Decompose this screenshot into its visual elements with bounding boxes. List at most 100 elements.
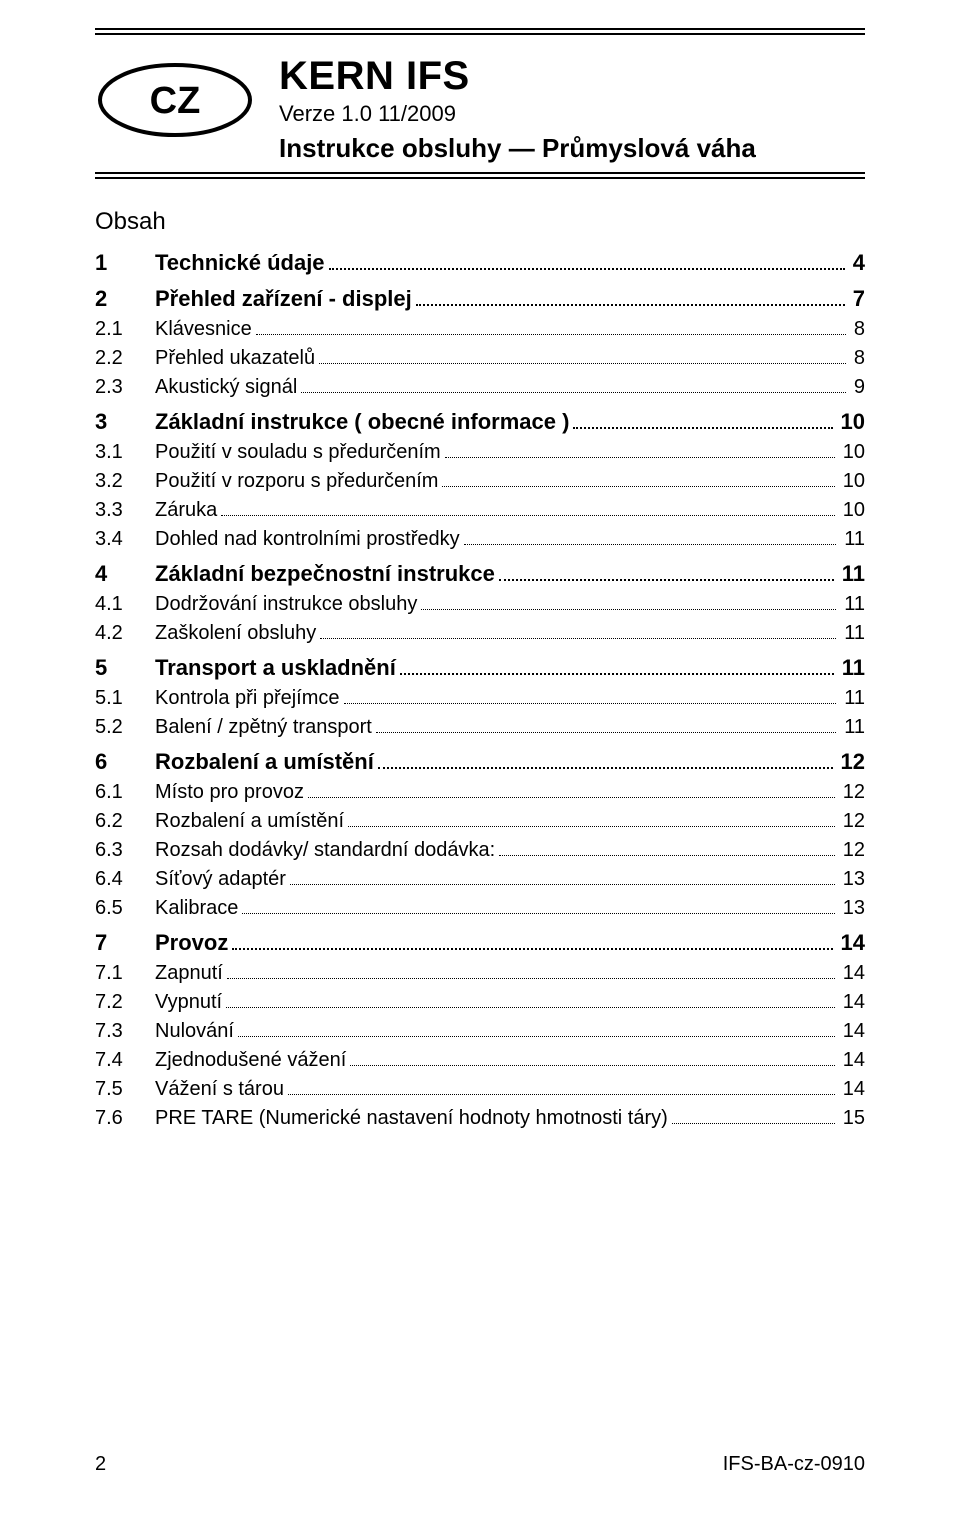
toc-number: 6.5: [95, 897, 155, 920]
toc-row: 3.3Záruka10: [95, 499, 865, 522]
toc-label: Dohled nad kontrolními prostředky: [155, 528, 460, 551]
toc-label: Rozbalení a umístění: [155, 810, 344, 833]
toc-label: Nulování: [155, 1020, 234, 1043]
toc-row: 7.1Zapnutí14: [95, 962, 865, 985]
toc-row: 6.5Kalibrace 13: [95, 897, 865, 920]
toc-row: 5.1Kontrola při přejímce11: [95, 687, 865, 710]
title-block: KERN IFS Verze 1.0 11/2009 Instrukce obs…: [279, 54, 865, 164]
toc-number: 6: [95, 749, 155, 775]
document-version: Verze 1.0 11/2009: [279, 101, 865, 127]
toc-row: 7.3Nulování14: [95, 1020, 865, 1043]
toc-number: 6.4: [95, 868, 155, 891]
page: CZ KERN IFS Verze 1.0 11/2009 Instrukce …: [0, 0, 960, 1516]
toc-leader-dots: [378, 757, 833, 769]
toc-row: 3.1Použití v souladu s předurčením10: [95, 441, 865, 464]
toc-label: Základní instrukce ( obecné informace ): [155, 409, 569, 435]
toc-leader-dots: [242, 903, 834, 914]
toc-leader-dots: [416, 294, 845, 306]
toc-page: 12: [837, 749, 865, 775]
toc-label: Přehled zařízení - displej: [155, 286, 412, 312]
toc-row: 2.3Akustický signál9: [95, 376, 865, 399]
toc-number: 3.2: [95, 470, 155, 493]
toc-row: 2Přehled zařízení - displej7: [95, 286, 865, 312]
toc-page: 10: [839, 470, 865, 493]
toc-row: 7.4Zjednodušené vážení14: [95, 1049, 865, 1072]
toc-label: Vypnutí: [155, 991, 222, 1014]
top-double-rule: [95, 28, 865, 36]
toc-row: 2.2Přehled ukazatelů 8: [95, 347, 865, 370]
toc-leader-dots: [344, 693, 837, 704]
toc-number: 4.1: [95, 593, 155, 616]
toc-label: Zaškolení obsluhy: [155, 622, 316, 645]
toc-heading: Obsah: [95, 208, 865, 236]
toc-label: Rozsah dodávky/ standardní dodávka:: [155, 839, 495, 862]
toc-page: 14: [839, 1049, 865, 1072]
toc-label: Vážení s tárou: [155, 1078, 284, 1101]
toc-page: 14: [837, 930, 865, 956]
toc-row: 1Technické údaje4: [95, 250, 865, 276]
toc-leader-dots: [348, 816, 835, 827]
toc-leader-dots: [672, 1113, 835, 1124]
toc-label: Kontrola při přejímce: [155, 687, 340, 710]
toc-leader-dots: [288, 1084, 835, 1095]
document-subtitle: Instrukce obsluhy ― Průmyslová váha: [279, 133, 865, 164]
toc-leader-dots: [499, 845, 835, 856]
toc-page: 11: [840, 528, 865, 551]
toc-leader-dots: [308, 787, 835, 798]
toc-row: 4.2Zaškolení obsluhy11: [95, 622, 865, 645]
toc-number: 7: [95, 930, 155, 956]
toc-number: 7.5: [95, 1078, 155, 1101]
toc-page: 8: [850, 347, 865, 370]
toc-number: 1: [95, 250, 155, 276]
toc-page: 10: [839, 441, 865, 464]
toc-leader-dots: [290, 874, 835, 885]
toc-label: Kalibrace: [155, 897, 238, 920]
toc-row: 6.4Síťový adaptér13: [95, 868, 865, 891]
toc-label: PRE TARE (Numerické nastavení hodnoty hm…: [155, 1107, 668, 1130]
footer: 2 IFS-BA-cz-0910: [95, 1453, 865, 1476]
toc-leader-dots: [238, 1026, 835, 1037]
toc-leader-dots: [442, 476, 834, 487]
toc-leader-dots: [499, 569, 834, 581]
toc-label: Použití v souladu s předurčením: [155, 441, 441, 464]
toc-row: 5.2Balení / zpětný transport11: [95, 716, 865, 739]
table-of-contents: 1Technické údaje4 2Přehled zařízení - dis…: [95, 250, 865, 1130]
toc-number: 3.3: [95, 499, 155, 522]
toc-number: 3.4: [95, 528, 155, 551]
toc-leader-dots: [227, 968, 835, 979]
doc-code: IFS-BA-cz-0910: [723, 1453, 865, 1476]
toc-label: Přehled ukazatelů: [155, 347, 315, 370]
toc-leader-dots: [464, 534, 837, 545]
toc-label: Použití v rozporu s předurčením: [155, 470, 438, 493]
toc-page: 11: [840, 687, 865, 710]
toc-label: Balení / zpětný transport: [155, 716, 372, 739]
badge-ellipse-icon: CZ: [95, 60, 255, 140]
toc-row: 2.1Klávesnice8: [95, 318, 865, 341]
toc-label: Technické údaje: [155, 250, 325, 276]
toc-number: 2.2: [95, 347, 155, 370]
toc-number: 2: [95, 286, 155, 312]
header: CZ KERN IFS Verze 1.0 11/2009 Instrukce …: [95, 54, 865, 164]
toc-number: 6.3: [95, 839, 155, 862]
toc-label: Transport a uskladnění: [155, 655, 396, 681]
toc-number: 5: [95, 655, 155, 681]
page-number: 2: [95, 1453, 106, 1476]
toc-number: 7.4: [95, 1049, 155, 1072]
toc-page: 11: [840, 716, 865, 739]
toc-page: 13: [839, 897, 865, 920]
toc-row: 6Rozbalení a umístění12: [95, 749, 865, 775]
toc-label: Záruka: [155, 499, 217, 522]
toc-row: 7.6PRE TARE (Numerické nastavení hodnoty…: [95, 1107, 865, 1130]
toc-page: 13: [839, 868, 865, 891]
toc-row: 7.2Vypnutí14: [95, 991, 865, 1014]
toc-number: 7.3: [95, 1020, 155, 1043]
toc-page: 10: [837, 409, 865, 435]
toc-page: 14: [839, 1078, 865, 1101]
toc-row: 6.2Rozbalení a umístění12: [95, 810, 865, 833]
toc-number: 7.2: [95, 991, 155, 1014]
toc-number: 7.1: [95, 962, 155, 985]
toc-label: Dodržování instrukce obsluhy: [155, 593, 417, 616]
toc-row: 3.2Použití v rozporu s předurčením 10: [95, 470, 865, 493]
toc-leader-dots: [376, 722, 836, 733]
country-badge: CZ: [95, 54, 255, 140]
